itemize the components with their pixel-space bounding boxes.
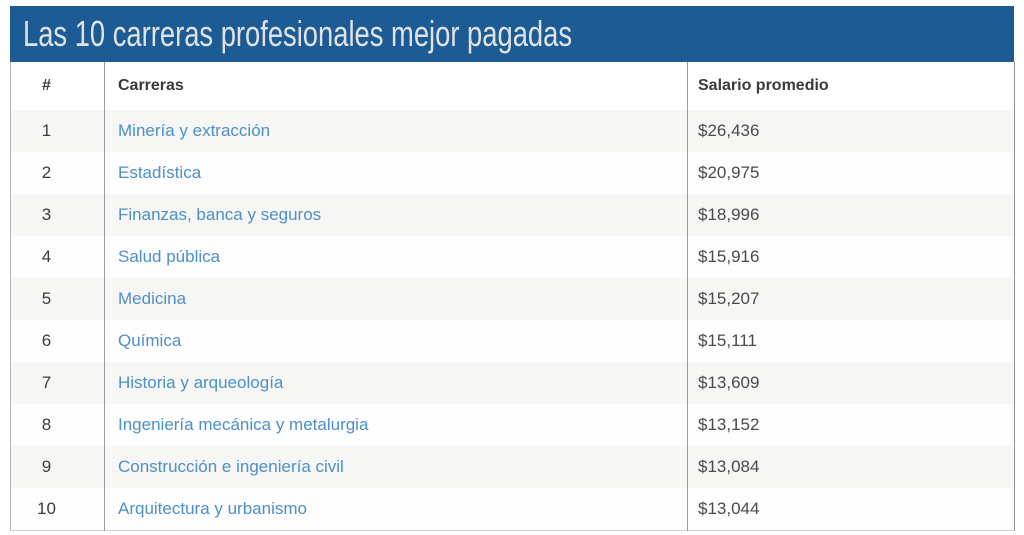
career-link[interactable]: Química	[118, 331, 182, 350]
career-cell: Química	[104, 320, 688, 362]
table-row: 9 Construcción e ingeniería civil $13,084	[10, 446, 1015, 488]
salary-cell: $13,084	[687, 446, 1015, 488]
column-header-rank: #	[42, 77, 51, 94]
table-row: 6 Química $15,111	[10, 320, 1015, 362]
salary-cell: $15,916	[687, 236, 1015, 278]
career-link[interactable]: Ingeniería mecánica y metalurgia	[118, 415, 369, 434]
page-title: Las 10 carreras profesionales mejor paga…	[23, 13, 573, 54]
rank-cell: 4	[41, 247, 52, 266]
salary-cell: $15,111	[687, 320, 1015, 362]
career-cell: Ingeniería mecánica y metalurgia	[104, 404, 688, 446]
table-row: 10 Arquitectura y urbanismo $13,044	[10, 488, 1015, 530]
salary-ranking-table: # Carreras Salario promedio 1 Minería y e…	[10, 62, 1015, 531]
table-row: 8 Ingeniería mecánica y metalurgia $13,152	[10, 404, 1015, 446]
career-cell: Finanzas, banca y seguros	[104, 194, 688, 236]
career-cell: Medicina	[104, 278, 688, 320]
salary-cell: $15,207	[687, 278, 1015, 320]
career-cell: Construcción e ingeniería civil	[104, 446, 688, 488]
career-cell: Salud pública	[104, 236, 688, 278]
page: Las 10 carreras profesionales mejor paga…	[10, 6, 1015, 531]
career-link[interactable]: Historia y arqueología	[118, 373, 284, 392]
rank-cell: 1	[41, 121, 52, 140]
table-row: 3 Finanzas, banca y seguros $18,996	[10, 194, 1015, 236]
rank-cell: 10	[37, 498, 56, 518]
rank-cell: 2	[41, 163, 52, 182]
career-link[interactable]: Medicina	[118, 289, 187, 308]
column-header-career: Carreras	[104, 62, 688, 110]
career-link[interactable]: Salud pública	[118, 247, 221, 266]
rank-cell: 8	[41, 415, 52, 434]
career-link[interactable]: Construcción e ingeniería civil	[118, 457, 344, 476]
rank-cell: 3	[41, 205, 52, 224]
table-header-row: # Carreras Salario promedio	[10, 62, 1015, 110]
career-cell: Minería y extracción	[104, 110, 688, 152]
table-row: 2 Estadística $20,975	[10, 152, 1015, 194]
career-link[interactable]: Arquitectura y urbanismo	[118, 498, 307, 518]
table-row: 1 Minería y extracción $26,436	[10, 110, 1015, 152]
career-cell: Historia y arqueología	[104, 362, 688, 404]
salary-cell: $13,044	[687, 488, 1015, 530]
career-cell: Estadística	[104, 152, 688, 194]
rank-cell: 9	[41, 457, 52, 476]
salary-cell: $18,996	[687, 194, 1015, 236]
salary-cell: $26,436	[687, 110, 1015, 152]
career-link[interactable]: Estadística	[118, 163, 202, 182]
table-row: 4 Salud pública $15,916	[10, 236, 1015, 278]
table-body: 1 Minería y extracción $26,436 2 Estadística…	[10, 110, 1015, 530]
title-bar: Las 10 carreras profesionales mejor paga…	[10, 6, 1014, 62]
column-header-salary: Salario promedio	[687, 62, 1015, 110]
rank-cell: 6	[41, 331, 52, 350]
table-row: 5 Medicina $15,207	[10, 278, 1015, 320]
rank-cell: 5	[41, 289, 52, 308]
table-row: 7 Historia y arqueología $13,609	[10, 362, 1015, 404]
rank-cell: 7	[41, 373, 52, 392]
salary-cell: $13,152	[687, 404, 1015, 446]
career-link[interactable]: Finanzas, banca y seguros	[118, 205, 322, 224]
career-cell: Arquitectura y urbanismo	[104, 488, 688, 530]
salary-cell: $20,975	[687, 152, 1015, 194]
salary-cell: $13,609	[687, 362, 1015, 404]
career-link[interactable]: Minería y extracción	[118, 121, 271, 140]
